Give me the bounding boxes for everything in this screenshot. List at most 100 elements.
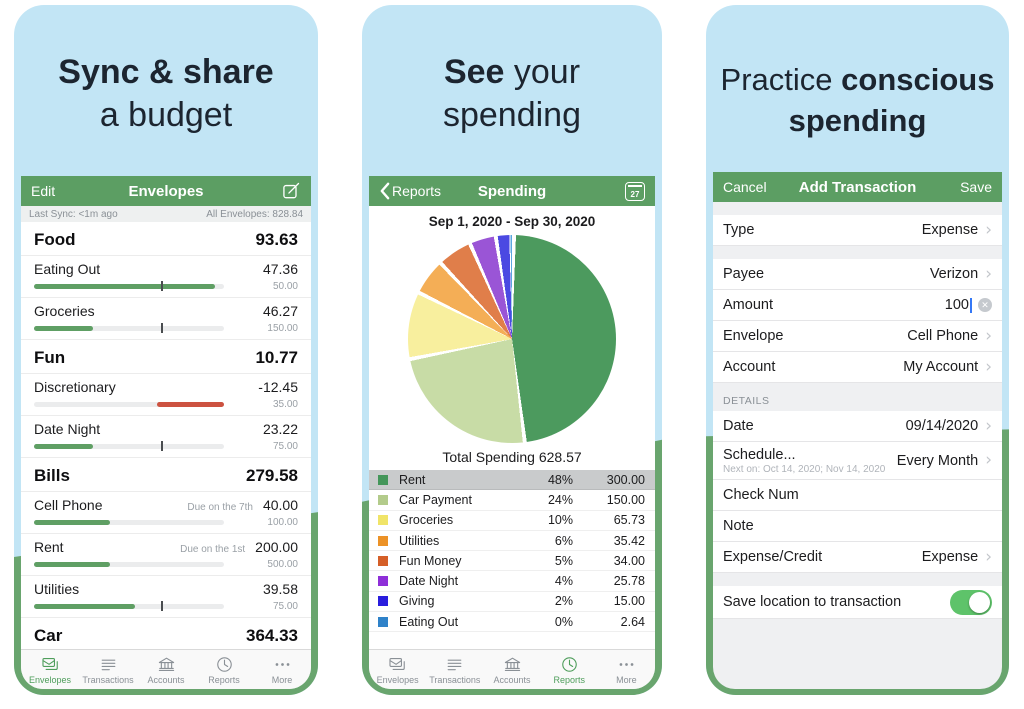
- progress-tick: [161, 601, 164, 611]
- envelope-row-date-night[interactable]: Date Night 23.22 75.00: [21, 416, 311, 458]
- card2-headline-line2: spending: [442, 96, 581, 134]
- envelope-budget: 75.00: [272, 600, 298, 612]
- date-range-picker-button[interactable]: 27: [625, 181, 645, 201]
- legend-row-eating-out[interactable]: Eating Out 0% 2.64: [369, 612, 655, 633]
- group-name: Food: [34, 230, 76, 249]
- field-value: Verizon: [929, 266, 979, 282]
- card3-headline: Practice conscious spending: [706, 59, 1009, 141]
- legend-row-rent[interactable]: Rent 48% 300.00: [369, 470, 655, 491]
- note-row[interactable]: Note: [713, 511, 1002, 542]
- field-label: Check Num: [723, 487, 799, 503]
- field-label: Envelope: [723, 328, 784, 344]
- tab-reports[interactable]: Reports: [541, 650, 598, 689]
- save-location-toggle[interactable]: [950, 589, 992, 615]
- field-label: Amount: [723, 297, 773, 313]
- tab-accounts[interactable]: Accounts: [137, 650, 195, 689]
- legend-percent: 48%: [547, 472, 573, 487]
- envelope-name: Utilities: [34, 581, 80, 597]
- tab-transactions[interactable]: Transactions: [79, 650, 137, 689]
- amount-input-value[interactable]: 100: [944, 297, 969, 313]
- chevron-right-icon: ›: [985, 356, 992, 377]
- field-label: Payee: [723, 266, 765, 282]
- progress-fill-overspent: [156, 401, 225, 407]
- legend-percent: 24%: [547, 492, 573, 507]
- group-name: Car: [34, 626, 63, 645]
- calendar-day-number: 27: [630, 189, 640, 199]
- envelopes-icon: [389, 657, 405, 670]
- legend-label: Car Payment: [399, 492, 472, 507]
- tab-more[interactable]: More: [598, 650, 655, 689]
- legend-row-groceries[interactable]: Groceries 10% 65.73: [369, 511, 655, 531]
- headline-plain: Practice: [720, 62, 842, 97]
- envelope-row-eating-out[interactable]: Eating Out 47.36 50.00: [21, 256, 311, 298]
- payee-row[interactable]: Payee Verizon ›: [713, 259, 1002, 290]
- envelope-row-rent[interactable]: Rent Due on the 1st 200.00 500.00: [21, 534, 311, 576]
- type-row[interactable]: Type Expense ›: [713, 215, 1002, 246]
- tab-transactions[interactable]: Transactions: [426, 650, 483, 689]
- date-row[interactable]: Date 09/14/2020 ›: [713, 411, 1002, 442]
- compose-icon: [283, 182, 300, 199]
- progress-tick: [161, 441, 164, 451]
- field-value: My Account: [903, 359, 979, 375]
- envelope-row-utilities[interactable]: Utilities 39.58 75.00: [21, 576, 311, 618]
- tab-envelopes[interactable]: Envelopes: [369, 650, 426, 689]
- envelope-row[interactable]: Envelope Cell Phone ›: [713, 321, 1002, 352]
- legend-row-car-payment[interactable]: Car Payment 24% 150.00: [369, 490, 655, 511]
- envelope-progress-bar: [34, 401, 225, 407]
- legend-row-fun-money[interactable]: Fun Money 5% 34.00: [369, 551, 655, 572]
- back-button-label: Reports: [392, 183, 442, 199]
- group-header-food: Food 93.63: [21, 222, 311, 256]
- cancel-button[interactable]: Cancel: [723, 179, 767, 195]
- field-label: Date: [723, 418, 754, 434]
- spending-pie-chart[interactable]: [408, 235, 616, 443]
- save-location-row: Save location to transaction: [713, 586, 1002, 619]
- envelope-balance: 23.22: [262, 421, 298, 437]
- account-row[interactable]: Account My Account ›: [713, 352, 1002, 383]
- envelope-row-discretionary[interactable]: Discretionary -12.45 35.00: [21, 374, 311, 416]
- schedule-row[interactable]: Schedule... Next on: Oct 14, 2020; Nov 1…: [713, 442, 1002, 480]
- schedule-label-block: Schedule... Next on: Oct 14, 2020; Nov 1…: [723, 447, 897, 475]
- group-total: 279.58: [246, 466, 298, 485]
- progress-fill: [34, 561, 111, 567]
- amount-row[interactable]: Amount 100 ✕: [713, 290, 1002, 321]
- group-header-bills: Bills 279.58: [21, 458, 311, 492]
- clock-icon: [561, 656, 577, 672]
- legend-row-giving[interactable]: Giving 2% 15.00: [369, 592, 655, 613]
- envelope-row-cell-phone[interactable]: Cell Phone Due on the 7th 40.00 100.00: [21, 492, 311, 534]
- legend-row-date-night[interactable]: Date Night 4% 25.78: [369, 571, 655, 592]
- clear-field-icon[interactable]: ✕: [978, 298, 992, 312]
- tab-envelopes[interactable]: Envelopes: [21, 650, 79, 689]
- back-to-reports-button[interactable]: Reports: [379, 182, 441, 200]
- check-num-row[interactable]: Check Num: [713, 480, 1002, 511]
- legend-row-utilities[interactable]: Utilities 6% 35.42: [369, 531, 655, 552]
- spending-legend-list: Rent 48% 300.00 Car Payment 24% 150.00 G…: [369, 470, 655, 633]
- envelope-name: Groceries: [34, 303, 95, 319]
- field-value: Expense: [921, 549, 979, 565]
- tab-label: Reports: [553, 674, 585, 685]
- envelope-row-groceries[interactable]: Groceries 46.27 150.00: [21, 298, 311, 340]
- clock-icon: [216, 656, 232, 672]
- tab-reports[interactable]: Reports: [195, 650, 253, 689]
- tab-bar: Envelopes Transactions Accounts Reports …: [21, 649, 311, 689]
- edit-button[interactable]: Edit: [31, 183, 56, 199]
- tab-label: Transactions: [82, 674, 134, 685]
- text-cursor: [970, 297, 972, 313]
- sync-status-bar: Last Sync: <1m ago All Envelopes: 828.84: [21, 206, 311, 222]
- tab-accounts[interactable]: Accounts: [483, 650, 540, 689]
- envelope-progress-bar: [34, 323, 225, 333]
- tab-label: Reports: [208, 674, 240, 685]
- legend-amount: 34.00: [613, 553, 645, 568]
- save-button[interactable]: Save: [960, 179, 992, 195]
- tab-more[interactable]: More: [253, 650, 311, 689]
- envelopes-icon: [41, 657, 58, 670]
- compose-button[interactable]: [281, 181, 301, 201]
- envelope-balance: 46.27: [262, 303, 298, 319]
- expense-credit-row[interactable]: Expense/Credit Expense ›: [713, 542, 1002, 573]
- legend-label: Groceries: [399, 513, 454, 528]
- due-date-text: Due on the 7th: [187, 502, 253, 513]
- envelope-name: Rent: [34, 539, 64, 555]
- progress-fill: [34, 325, 93, 331]
- chevron-right-icon: ›: [985, 263, 992, 284]
- tab-label: More: [616, 674, 637, 685]
- envelopes-nav-title: Envelopes: [128, 182, 204, 200]
